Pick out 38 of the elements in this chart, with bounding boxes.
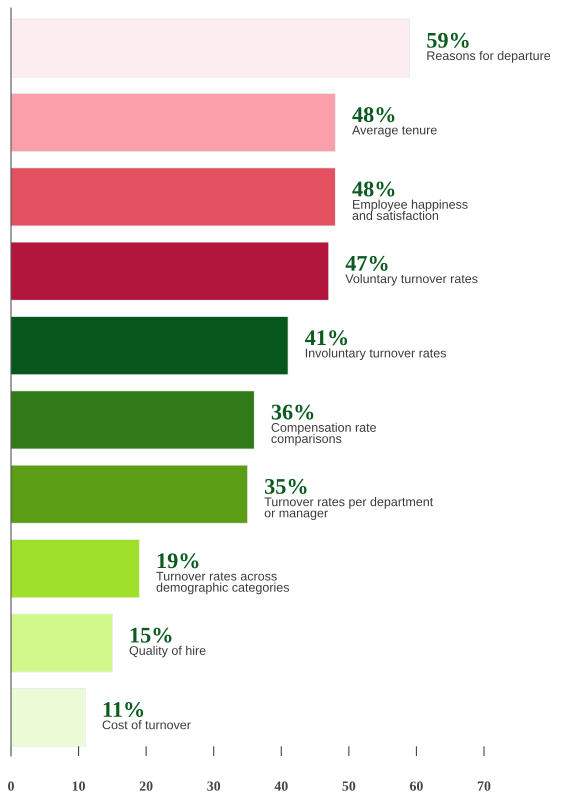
- y-tick-label: Involuntary turnover rates: [306, 348, 446, 360]
- bar: [11, 93, 336, 152]
- y-tick-label: Cost of turnover: [102, 720, 191, 730]
- bar: [11, 168, 336, 226]
- data-label: 48%: [352, 182, 394, 197]
- x-tick-label: 60: [410, 781, 423, 791]
- data-label: 35%: [265, 478, 307, 494]
- bar: [11, 688, 86, 747]
- data-label: 15%: [130, 628, 172, 643]
- x-tick-label: 40: [274, 781, 288, 791]
- x-tick-label: 20: [140, 781, 153, 791]
- bar: [11, 390, 255, 450]
- y-tick-label: Compensation rate comparisons: [271, 422, 376, 446]
- bar: [11, 18, 410, 78]
- y-tick-label: Average tenure: [352, 126, 437, 137]
- y-tick-label: Employee happiness and satisfaction: [352, 200, 468, 220]
- y-tick-label: Reasons for departure: [427, 50, 550, 63]
- data-label: 19%: [158, 553, 198, 568]
- y-tick-label: Voluntary turnover rates: [345, 274, 478, 286]
- bar: [11, 614, 113, 672]
- data-label: 11%: [104, 702, 144, 718]
- data-label: 41%: [305, 330, 348, 346]
- x-tick-label: 10: [72, 781, 85, 791]
- bar: [11, 242, 329, 301]
- data-label: 36%: [272, 404, 314, 420]
- x-tick-label: 70: [478, 781, 490, 791]
- y-tick-label: Quality of hire: [130, 646, 206, 658]
- x-tick-label: 30: [207, 781, 220, 791]
- bar: [11, 316, 288, 375]
- bar: [11, 539, 140, 598]
- x-tick-label: 0: [8, 781, 14, 791]
- data-label: 47%: [346, 256, 388, 271]
- data-label: 59%: [427, 32, 469, 48]
- bar: [11, 464, 248, 524]
- y-tick-label: Turnover rates per department or manager: [264, 497, 434, 520]
- y-tick-label: Turnover rates across demographic categories: [156, 572, 290, 594]
- data-label: 48%: [352, 107, 394, 122]
- x-tick-label: 50: [342, 781, 356, 791]
